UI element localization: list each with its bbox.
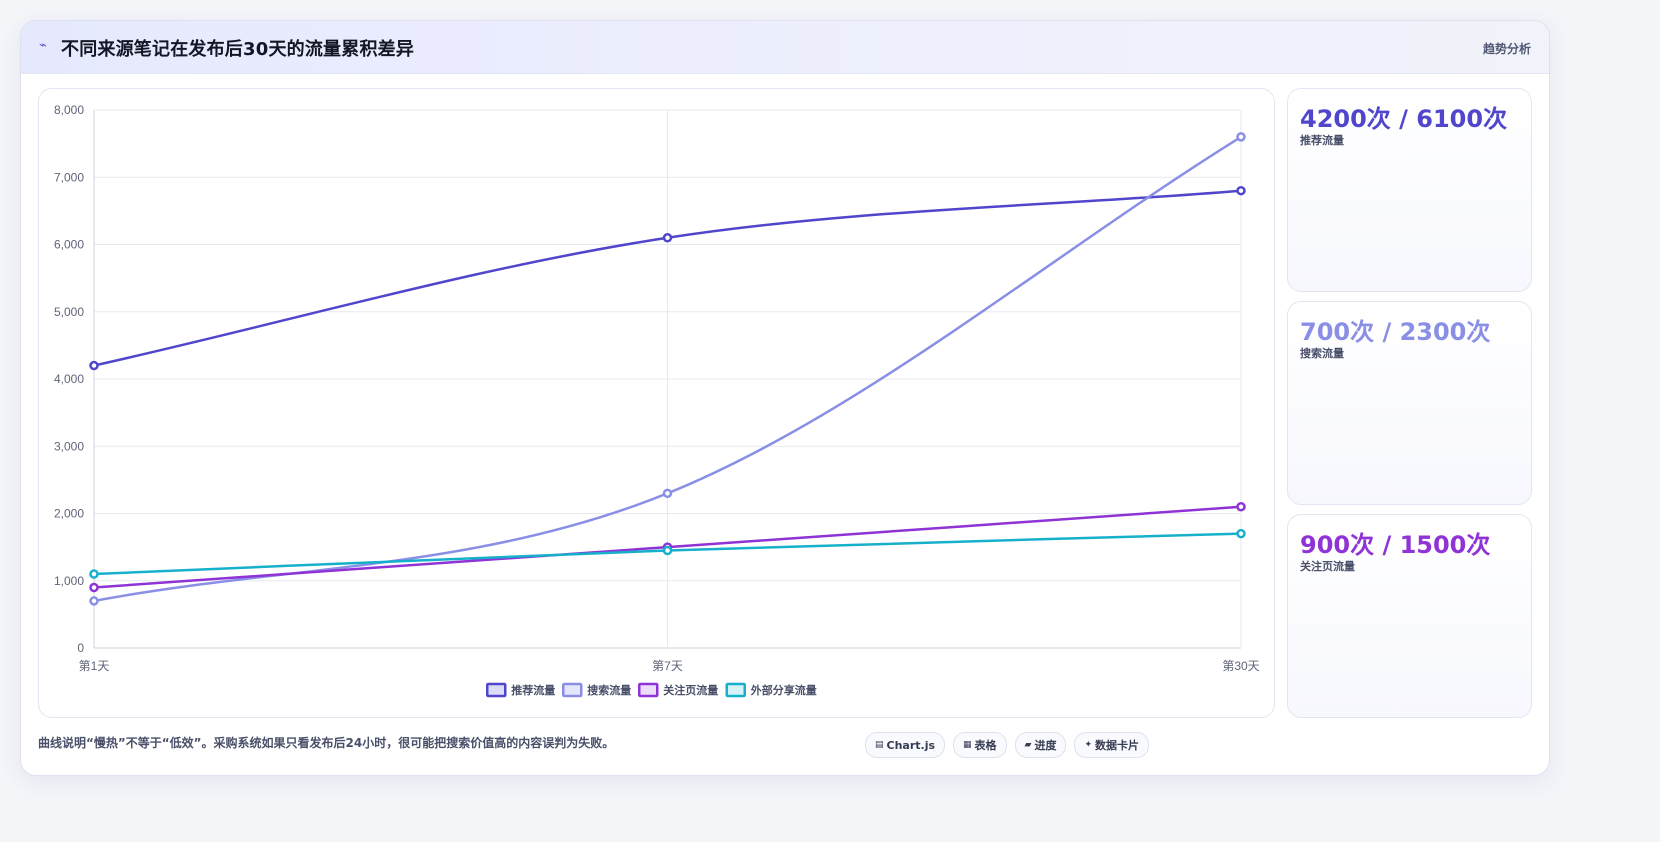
data-point bbox=[89, 360, 99, 371]
stat-value: 700次 / 2300次 bbox=[1300, 318, 1491, 346]
chart-explanation: 曲线说明“慢热”不等于“低效”。采购系统如果只看发布后24小时，很可能把搜索价值… bbox=[38, 736, 615, 750]
view-switcher: ▤ Chart.js ▦ 表格 ▰ 进度 ✦ 数据卡片 bbox=[865, 732, 1150, 758]
data-point bbox=[662, 488, 673, 499]
y-tick-label: 5,000 bbox=[54, 305, 84, 319]
y-tick-label: 8,000 bbox=[54, 103, 84, 117]
data-point bbox=[1236, 528, 1246, 539]
data-point bbox=[89, 582, 99, 593]
view-progress-button[interactable]: ▰ 进度 bbox=[1014, 732, 1067, 758]
legend-label: 外部分享流量 bbox=[750, 683, 817, 697]
stat-card-follow: 900次 / 1500次 关注页流量 bbox=[1287, 514, 1532, 718]
x-tick-label: 第7天 bbox=[652, 659, 683, 673]
legend-swatch bbox=[486, 682, 507, 698]
data-point bbox=[662, 233, 673, 243]
y-tick-label: 3,000 bbox=[54, 439, 84, 453]
data-point bbox=[1236, 502, 1246, 512]
legend-label: 关注页流量 bbox=[663, 683, 718, 697]
stat-value: 900次 / 1500次 bbox=[1300, 531, 1491, 559]
y-tick-label: 0 bbox=[77, 641, 84, 655]
header-tag: 趋势分析 bbox=[1482, 42, 1531, 56]
y-tick-label: 4,000 bbox=[54, 372, 84, 386]
view-progress-label: 进度 bbox=[1034, 739, 1057, 752]
view-table-button[interactable]: ▦ 表格 bbox=[953, 732, 1007, 758]
trend-icon: ⌁ bbox=[39, 38, 47, 53]
data-point bbox=[662, 545, 673, 556]
stat-label: 关注页流量 bbox=[1300, 560, 1355, 573]
y-tick-label: 1,000 bbox=[54, 574, 84, 588]
main-card: ⌁ 不同来源笔记在发布后30天的流量累积差异 趋势分析 0 1,000 2,000 3… bbox=[20, 20, 1550, 776]
card-header: ⌁ 不同来源笔记在发布后30天的流量累积差异 趋势分析 bbox=[21, 21, 1549, 74]
stat-card-recommend: 4200次 / 6100次 推荐流量 bbox=[1287, 88, 1532, 292]
y-tick-label: 7,000 bbox=[54, 170, 84, 184]
data-point bbox=[1236, 185, 1246, 196]
legend-swatch bbox=[638, 682, 659, 698]
legend-swatch bbox=[725, 682, 746, 698]
line-chart: 0 1,000 2,000 3,000 4,000 5,000 6,000 7,000 8,00… bbox=[54, 103, 1260, 698]
view-chartjs-button[interactable]: ▤ Chart.js bbox=[865, 732, 946, 758]
data-point bbox=[1236, 132, 1246, 142]
stat-value: 4200次 / 6100次 bbox=[1300, 105, 1508, 133]
legend-swatch bbox=[562, 682, 583, 698]
card-icon: ✦ bbox=[1084, 740, 1093, 750]
legend-label: 推荐流量 bbox=[511, 683, 555, 697]
view-table-label: 表格 bbox=[974, 739, 997, 752]
view-card-button[interactable]: ✦ 数据卡片 bbox=[1074, 732, 1150, 758]
x-tick-label: 第30天 bbox=[1222, 659, 1259, 673]
y-tick-label: 6,000 bbox=[54, 238, 84, 252]
chart-panel: 0 1,000 2,000 3,000 4,000 5,000 6,000 7,000 8,00… bbox=[38, 88, 1275, 718]
data-point bbox=[89, 596, 99, 606]
table-icon: ▦ bbox=[963, 740, 972, 750]
legend-label: 搜索流量 bbox=[587, 683, 631, 697]
y-tick-label: 2,000 bbox=[54, 507, 84, 521]
view-card-label: 数据卡片 bbox=[1095, 739, 1140, 752]
progress-icon: ▰ bbox=[1024, 740, 1032, 750]
page-title: 不同来源笔记在发布后30天的流量累积差异 bbox=[61, 39, 415, 60]
stat-card-search: 700次 / 2300次 搜索流量 bbox=[1287, 301, 1532, 505]
chart-icon: ▤ bbox=[875, 740, 884, 750]
stat-label: 推荐流量 bbox=[1300, 134, 1344, 147]
data-point bbox=[89, 569, 99, 579]
view-chartjs-label: Chart.js bbox=[886, 738, 936, 752]
stat-label: 搜索流量 bbox=[1300, 347, 1344, 360]
x-tick-label: 第1天 bbox=[79, 659, 110, 673]
